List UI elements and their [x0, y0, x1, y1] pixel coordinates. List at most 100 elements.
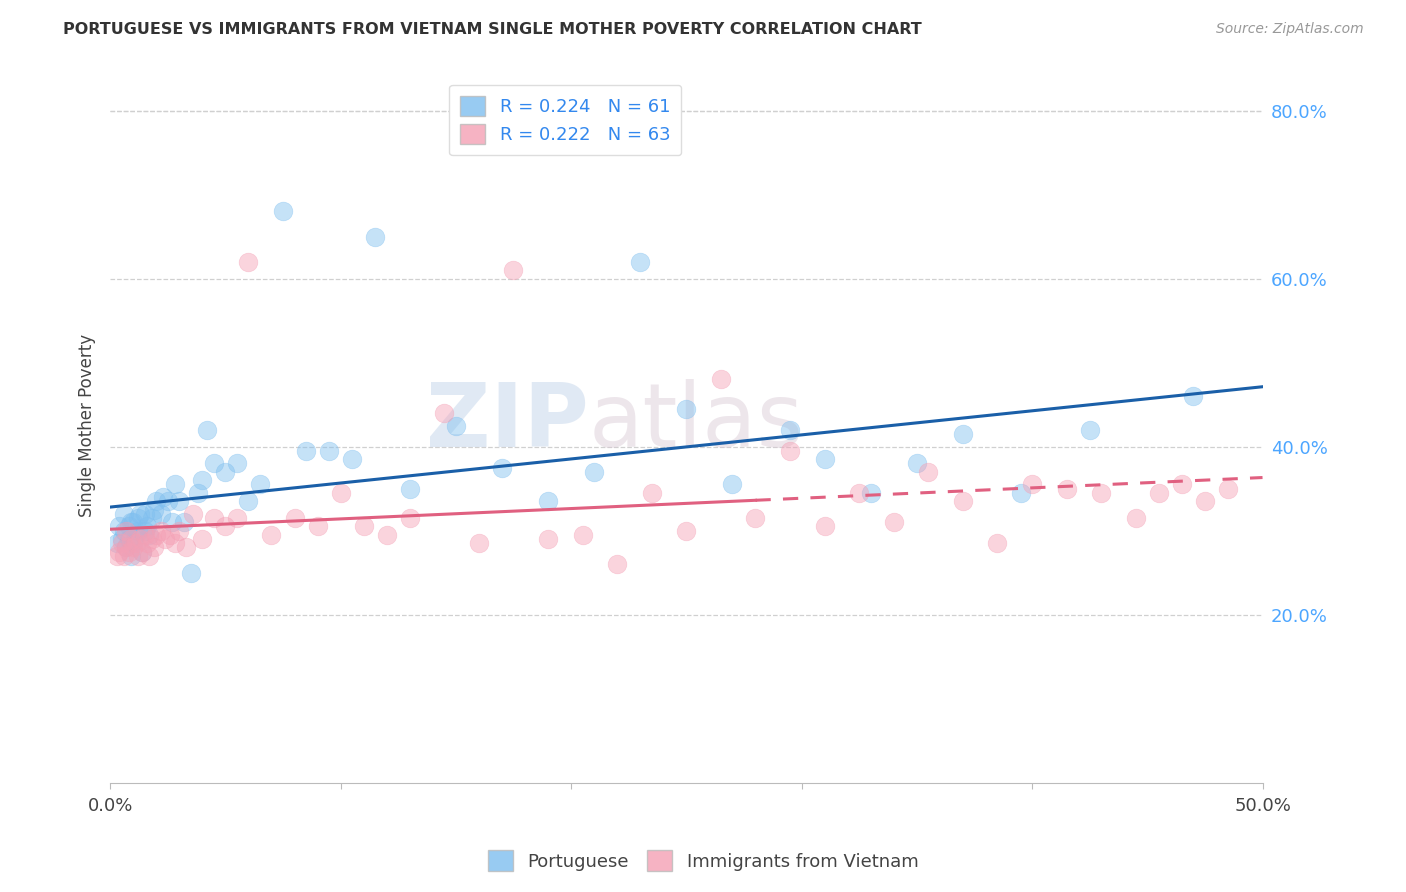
Point — [138, 528, 160, 542]
Point — [502, 263, 524, 277]
Point — [127, 524, 149, 538]
Point — [115, 541, 138, 555]
Point — [606, 558, 628, 572]
Point — [162, 515, 184, 529]
Point — [120, 532, 142, 546]
Point — [131, 544, 153, 558]
Point — [571, 528, 593, 542]
Point — [124, 536, 146, 550]
Point — [127, 549, 149, 563]
Point — [141, 511, 163, 525]
Point — [675, 401, 697, 416]
Point — [129, 532, 152, 546]
Point — [295, 443, 318, 458]
Point — [191, 532, 214, 546]
Point — [353, 519, 375, 533]
Point — [115, 541, 138, 555]
Point — [187, 485, 209, 500]
Point — [1125, 511, 1147, 525]
Point — [1010, 485, 1032, 500]
Point — [744, 511, 766, 525]
Point — [173, 515, 195, 529]
Point — [1090, 485, 1112, 500]
Point — [986, 536, 1008, 550]
Point — [129, 507, 152, 521]
Point — [1182, 389, 1205, 403]
Point — [398, 482, 420, 496]
Point — [1056, 482, 1078, 496]
Point — [108, 544, 131, 558]
Point — [105, 536, 128, 550]
Point — [149, 507, 172, 521]
Point — [271, 204, 294, 219]
Point — [122, 541, 145, 555]
Point — [122, 536, 145, 550]
Point — [131, 544, 153, 558]
Point — [117, 544, 139, 558]
Point — [444, 418, 467, 433]
Point — [779, 443, 801, 458]
Point — [307, 519, 329, 533]
Point — [952, 427, 974, 442]
Point — [169, 524, 191, 538]
Point — [583, 465, 606, 479]
Legend: Portuguese, Immigrants from Vietnam: Portuguese, Immigrants from Vietnam — [481, 843, 925, 879]
Point — [628, 254, 651, 268]
Point — [848, 485, 870, 500]
Point — [117, 532, 139, 546]
Point — [112, 524, 135, 538]
Point — [214, 519, 236, 533]
Point — [105, 549, 128, 563]
Point — [138, 549, 160, 563]
Point — [214, 465, 236, 479]
Point — [537, 532, 560, 546]
Point — [779, 423, 801, 437]
Point — [883, 515, 905, 529]
Point — [108, 519, 131, 533]
Point — [249, 477, 271, 491]
Point — [375, 528, 398, 542]
Point — [468, 536, 491, 550]
Point — [195, 423, 218, 437]
Point — [641, 485, 664, 500]
Point — [226, 511, 249, 525]
Legend: R = 0.224   N = 61, R = 0.222   N = 63: R = 0.224 N = 61, R = 0.222 N = 63 — [450, 85, 682, 155]
Point — [1216, 482, 1239, 496]
Point — [226, 457, 249, 471]
Point — [180, 566, 202, 580]
Point — [710, 372, 733, 386]
Point — [675, 524, 697, 538]
Point — [398, 511, 420, 525]
Point — [859, 485, 882, 500]
Point — [159, 528, 181, 542]
Point — [163, 477, 186, 491]
Point — [202, 511, 225, 525]
Point — [537, 494, 560, 508]
Point — [120, 515, 142, 529]
Point — [145, 528, 167, 542]
Point — [1194, 494, 1216, 508]
Point — [905, 457, 928, 471]
Point — [134, 528, 156, 542]
Point — [238, 494, 260, 508]
Point — [202, 457, 225, 471]
Point — [433, 406, 456, 420]
Point — [117, 519, 139, 533]
Point — [112, 549, 135, 563]
Point — [260, 528, 283, 542]
Point — [917, 465, 939, 479]
Point — [111, 536, 134, 550]
Point — [318, 443, 340, 458]
Point — [1021, 477, 1043, 491]
Point — [155, 532, 177, 546]
Point — [814, 519, 837, 533]
Y-axis label: Single Mother Poverty: Single Mother Poverty — [79, 334, 96, 517]
Point — [238, 254, 260, 268]
Point — [1147, 485, 1170, 500]
Point — [163, 536, 186, 550]
Point — [136, 536, 159, 550]
Point — [169, 494, 191, 508]
Point — [952, 494, 974, 508]
Text: atlas: atlas — [588, 378, 803, 466]
Point — [152, 490, 174, 504]
